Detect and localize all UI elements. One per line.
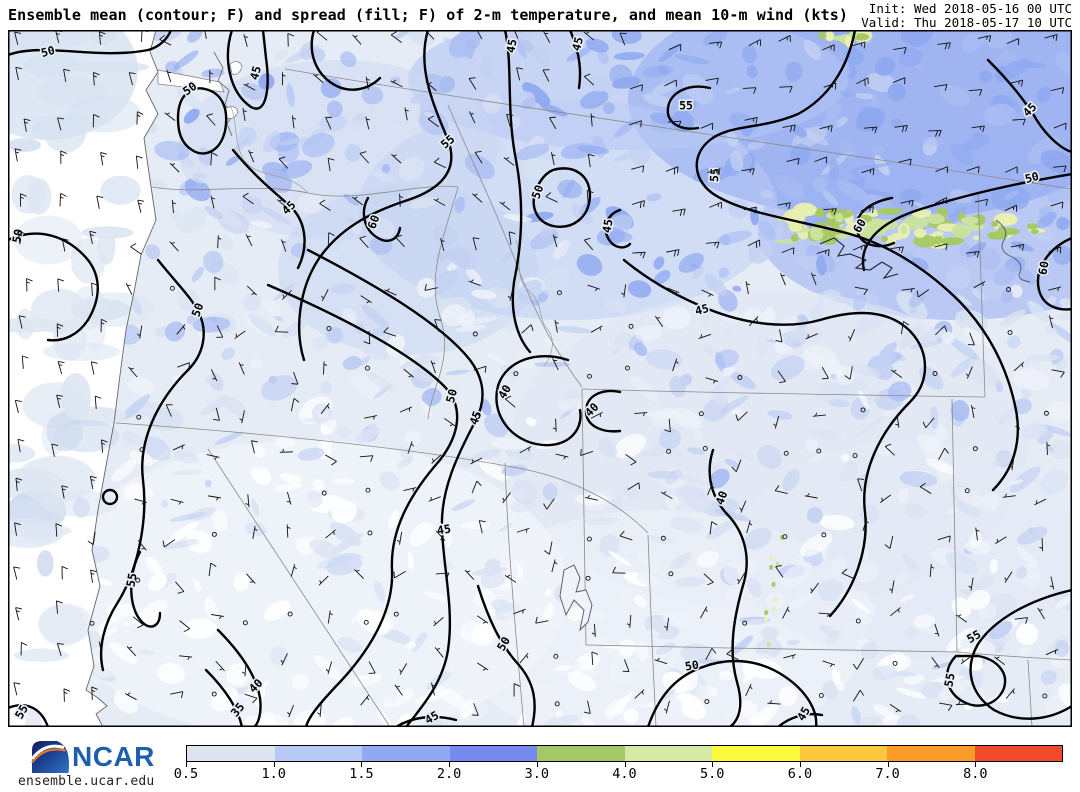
contour-label: 50 bbox=[189, 301, 207, 319]
ncar-brand: NCAR ensemble.ucar.edu bbox=[18, 735, 188, 792]
contour-label: 45 bbox=[436, 521, 452, 537]
contour-label: 60 bbox=[1035, 260, 1051, 276]
contour-label: 50 bbox=[1023, 169, 1040, 186]
colorbar-tick-label: 4.0 bbox=[612, 766, 637, 782]
colorbar-segment bbox=[537, 746, 625, 761]
ncar-logo-icon bbox=[30, 741, 69, 773]
map-border bbox=[8, 30, 1072, 727]
run-times: Init: Wed 2018-05-16 00 UTC Valid: Thu 2… bbox=[861, 2, 1072, 29]
colorbar-segment bbox=[274, 746, 362, 761]
spread-fill-mottle bbox=[77, 30, 1072, 727]
colorbar-segment bbox=[362, 746, 450, 761]
ocean-layer bbox=[8, 30, 159, 727]
contour-label: 55 bbox=[679, 99, 693, 113]
colorbar-tick bbox=[361, 762, 363, 767]
colorbar-tick-label: 3.0 bbox=[524, 766, 549, 782]
colorbar-tick-label: 8.0 bbox=[963, 766, 988, 782]
lakes bbox=[559, 237, 899, 632]
colorbar-tick bbox=[273, 762, 275, 767]
site-url: ensemble.ucar.edu bbox=[18, 774, 155, 789]
colorbar-tick bbox=[186, 762, 187, 767]
wind-barbs bbox=[13, 30, 1067, 718]
colorbar-segment bbox=[187, 746, 275, 761]
colorbar-segment bbox=[624, 746, 712, 761]
contour-label: 45 bbox=[503, 38, 519, 54]
colorbar-tick-label: 0.5 bbox=[173, 766, 199, 782]
footer-bar: NCAR ensemble.ucar.edu 0.5 1.0 1.5 2.0 3.0 4.… bbox=[0, 735, 1080, 792]
contour-label: 55 bbox=[941, 672, 957, 688]
contour-label: 45 bbox=[247, 64, 264, 81]
colorbar-tick bbox=[975, 762, 977, 767]
colorbar-tick bbox=[799, 762, 801, 767]
colorbar-tick bbox=[449, 762, 451, 767]
contour-label: 45 bbox=[599, 218, 615, 234]
title-bar: Ensemble mean (contour; F) and spread (f… bbox=[0, 0, 1080, 30]
colorbar-tick-label: 1.5 bbox=[349, 766, 374, 782]
ncar-wordmark: NCAR bbox=[72, 740, 155, 772]
colorbar-legend bbox=[186, 745, 1063, 762]
colorbar-tick bbox=[887, 762, 889, 767]
contour-label: 60 bbox=[365, 213, 383, 231]
contour-label: 55 bbox=[123, 572, 139, 588]
colorbar-tick-label: 7.0 bbox=[875, 766, 900, 782]
contour-lines bbox=[8, 30, 1072, 727]
colorbar-tick bbox=[536, 762, 538, 767]
colorbar-segment bbox=[887, 746, 975, 761]
colorbar-tick-label: 6.0 bbox=[787, 766, 813, 782]
contour-label: 45 bbox=[569, 35, 586, 52]
colorbar-segment bbox=[799, 746, 887, 761]
puget-sound bbox=[157, 51, 243, 137]
forecast-map: 50 45 50 45 45 55 45 50 60 60 55 50 45 60 45 50 50 50 45 40… bbox=[8, 30, 1072, 730]
init-time: Init: Wed 2018-05-16 00 UTC bbox=[868, 1, 1072, 16]
colorbar-tick-label: 5.0 bbox=[699, 766, 725, 782]
colorbar-tick-label: 2.0 bbox=[436, 766, 462, 782]
colorbar-tick-label: 1.0 bbox=[261, 766, 286, 782]
contour-label: 50 bbox=[39, 43, 56, 60]
map-title: Ensemble mean (contour; F) and spread (f… bbox=[8, 6, 849, 24]
contour-label: 40 bbox=[713, 489, 731, 507]
colorbar-tick bbox=[624, 762, 626, 767]
contour-label: 50 bbox=[529, 183, 547, 201]
colorbar-segment bbox=[449, 746, 537, 761]
valid-time: Valid: Thu 2018-05-17 10 UTC bbox=[861, 14, 1072, 30]
colorbar-segment bbox=[974, 746, 1062, 761]
contour-label: 50 bbox=[684, 657, 700, 673]
colorbar-tick bbox=[712, 762, 714, 767]
contour-label: 50 bbox=[443, 387, 460, 404]
contour-label: 50 bbox=[9, 228, 25, 244]
colorbar-segment bbox=[712, 746, 800, 761]
contour-label: 45 bbox=[693, 301, 710, 318]
